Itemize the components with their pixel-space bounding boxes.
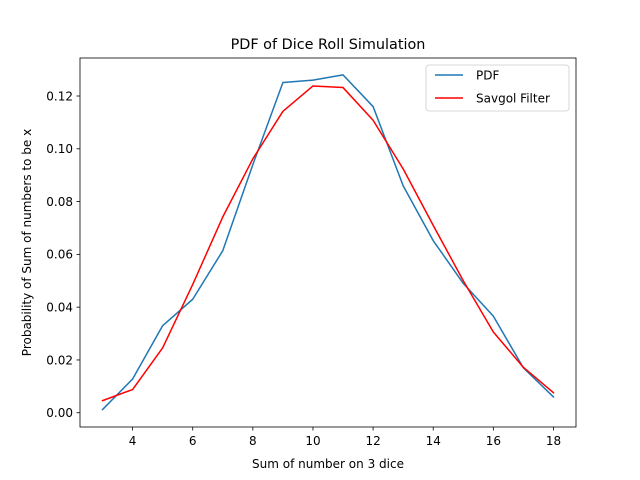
series-line-pdf (101, 74, 555, 411)
x-tick-label: 4 (129, 434, 137, 448)
x-tick-label: 6 (189, 434, 197, 448)
y-tick-label: 0.06 (46, 248, 73, 262)
legend-label-pdf: PDF (476, 69, 499, 83)
x-axis-label: Sum of number on 3 dice (252, 457, 404, 471)
y-tick-label: 0.10 (46, 142, 73, 156)
x-tick-label: 16 (486, 434, 501, 448)
plot-lines (101, 74, 555, 411)
series-line-savgol-filter (101, 85, 555, 402)
axes-frame (79, 57, 577, 428)
y-tick-label: 0.08 (46, 195, 73, 209)
legend-frame (425, 64, 570, 112)
x-tick-label: 12 (365, 434, 380, 448)
y-tick-label: 0.04 (46, 300, 73, 314)
x-tick-label: 10 (305, 434, 320, 448)
x-tick-label: 8 (249, 434, 257, 448)
y-tick-label: 0.12 (46, 89, 73, 103)
legend: PDF Savgol Filter (425, 64, 570, 112)
chart-title: PDF of Dice Roll Simulation (231, 37, 426, 53)
y-tick-label: 0.02 (46, 353, 73, 367)
y-axis-ticks: 0.00 0.02 0.04 0.06 0.08 0.10 0.12 (46, 89, 80, 420)
x-axis-ticks: 4 6 8 10 12 14 16 18 (129, 427, 561, 448)
legend-label-savgol: Savgol Filter (476, 92, 550, 106)
x-tick-label: 18 (546, 434, 561, 448)
y-axis-label: Probability of Sum of numbers to be x (20, 129, 34, 356)
x-tick-label: 14 (426, 434, 441, 448)
y-tick-label: 0.00 (46, 406, 73, 420)
